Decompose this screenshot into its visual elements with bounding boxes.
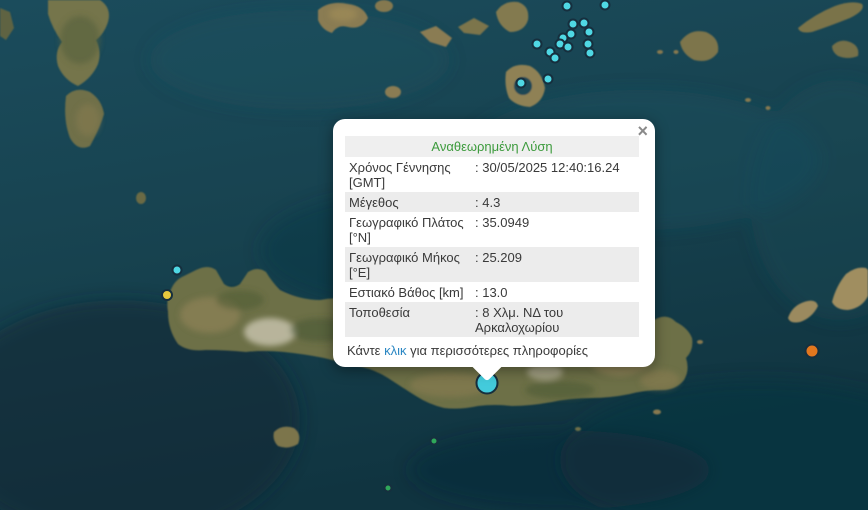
islet-christiana xyxy=(385,86,401,98)
footer-text-prefix: Κάντε xyxy=(347,343,385,358)
island-kasos xyxy=(788,300,818,323)
popup-row-depth: Εστιακό Βάθος [km] : 13.0 xyxy=(345,282,639,302)
islet-south xyxy=(575,427,581,431)
earthquake-marker-cyan[interactable] xyxy=(531,38,543,50)
row-value: : 4.3 xyxy=(475,194,501,210)
islet-3 xyxy=(745,98,751,102)
island-karpathos xyxy=(832,267,868,310)
popup-row-latitude: Γεωγραφικό Πλάτος [°N] : 35.0949 xyxy=(345,212,639,247)
earthquake-marker-cyan[interactable] xyxy=(584,47,596,59)
more-info-link[interactable]: κλικ xyxy=(384,343,407,358)
row-value: : 8 Χλμ. ΝΔ του Αρκαλοχωρίου xyxy=(475,304,564,335)
row-label: Τοποθεσία xyxy=(349,304,411,320)
earthquake-marker-cyan[interactable] xyxy=(171,264,183,276)
earthquake-marker-green[interactable] xyxy=(429,436,439,446)
island-antikythera xyxy=(136,192,146,204)
islet-4 xyxy=(765,106,771,110)
islet-east xyxy=(697,340,703,344)
earthquake-marker-cyan[interactable] xyxy=(583,26,595,38)
earthquake-marker-cyan[interactable] xyxy=(562,41,574,53)
popup-row-magnitude: Μέγεθος : 4.3 xyxy=(345,192,639,212)
popup-table: Αναθεωρημένη Λύση Χρόνος Γέννησης [GMT] … xyxy=(345,136,639,337)
row-label: Γεωγραφικό Πλάτος [°N] xyxy=(349,214,464,245)
earthquake-marker-cyan[interactable] xyxy=(542,73,554,85)
island-amorgos xyxy=(798,2,863,33)
popup-close-button[interactable]: × xyxy=(637,121,648,141)
island-west-speck xyxy=(0,8,14,40)
earthquake-marker-cyan[interactable] xyxy=(515,77,527,89)
earthquake-marker-orange[interactable] xyxy=(804,343,820,359)
islet-2 xyxy=(673,50,679,54)
island-kimolos xyxy=(375,0,393,12)
earthquake-marker-green[interactable] xyxy=(383,483,393,493)
row-label: Εστιακό Βάθος [km] xyxy=(349,284,464,300)
islet-1 xyxy=(657,50,663,54)
island-gavdos xyxy=(273,426,300,448)
islet-koufonisi xyxy=(653,409,661,415)
popup-footer: Κάντε κλικ για περισσότερες πληροφορίες xyxy=(345,343,639,358)
island-folegandros xyxy=(420,26,452,47)
popup-row-location: Τοποθεσία : 8 Χλμ. ΝΔ του Αρκαλοχωρίου xyxy=(345,302,639,337)
popup-row-longitude: Γεωγραφικό Μήκος [°E] : 25.209 xyxy=(345,247,639,282)
row-value: : 25.209 xyxy=(475,249,522,265)
row-value: : 30/05/2025 12:40:16.24 xyxy=(475,159,620,175)
popup-row-origin-time: Χρόνος Γέννησης [GMT] : 30/05/2025 12:40… xyxy=(345,157,639,192)
earthquake-marker-cyan[interactable] xyxy=(561,0,573,12)
row-value: : 13.0 xyxy=(475,284,508,300)
row-value: : 35.0949 xyxy=(475,214,530,230)
earthquake-popup: × Αναθεωρημένη Λύση Χρόνος Γέννησης [GMT… xyxy=(333,119,655,382)
row-label: Γεωγραφικό Μήκος [°E] xyxy=(349,249,460,280)
popup-title: Αναθεωρημένη Λύση xyxy=(345,136,639,157)
island-ios xyxy=(496,1,529,32)
island-astypalaia xyxy=(832,40,859,58)
earthquake-marker-yellow[interactable] xyxy=(161,289,173,301)
earthquake-marker-cyan[interactable] xyxy=(549,52,561,64)
earthquake-marker-cyan[interactable] xyxy=(599,0,611,11)
island-anafi xyxy=(680,31,719,61)
popup-content: Αναθεωρημένη Λύση Χρόνος Γέννησης [GMT] … xyxy=(333,119,655,367)
island-sikinos xyxy=(458,18,489,35)
row-label: Μέγεθος xyxy=(349,194,399,210)
row-label: Χρόνος Γέννησης [GMT] xyxy=(349,159,451,190)
footer-text-suffix: για περισσότερες πληροφορίες xyxy=(406,343,589,358)
